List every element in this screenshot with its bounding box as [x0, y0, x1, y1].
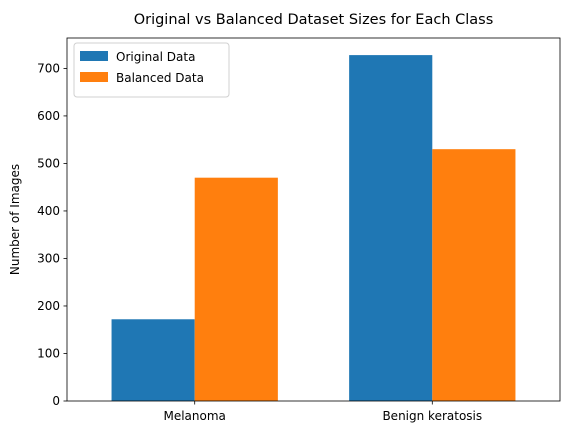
bar-original-data-melanoma — [111, 319, 195, 401]
legend: Original Data Balanced Data — [73, 42, 230, 98]
y-tick-label: 400 — [37, 204, 60, 218]
x-tick-label: Melanoma — [163, 409, 225, 423]
x-tick-label: Benign keratosis — [382, 409, 482, 423]
bar-balanced-data-melanoma — [194, 177, 278, 401]
y-tick-label: 500 — [37, 156, 60, 170]
chart-title: Original vs Balanced Dataset Sizes for E… — [134, 12, 494, 28]
legend-swatch — [80, 51, 108, 61]
legend-label: Balanced Data — [116, 71, 204, 85]
legend-label: Original Data — [116, 50, 195, 64]
y-tick-label: 100 — [37, 346, 60, 360]
y-axis-label: Number of Images — [8, 164, 22, 275]
legend-swatch — [80, 72, 108, 82]
bar-original-data-benign-keratosis — [349, 55, 433, 402]
plot-frame — [66, 37, 561, 402]
y-tick-label: 300 — [37, 251, 60, 265]
y-tick-label: 700 — [37, 61, 60, 75]
axes-layer: 0 100 200 300 400 500 600 700 Melanoma Benign ker… — [37, 37, 561, 423]
legend-box — [73, 42, 230, 98]
bars-layer — [111, 55, 516, 402]
y-tick-label: 0 — [52, 394, 60, 408]
y-tick-label: 600 — [37, 109, 60, 123]
bar-balanced-data-benign-keratosis — [432, 149, 516, 401]
y-tick-label: 200 — [37, 299, 60, 313]
